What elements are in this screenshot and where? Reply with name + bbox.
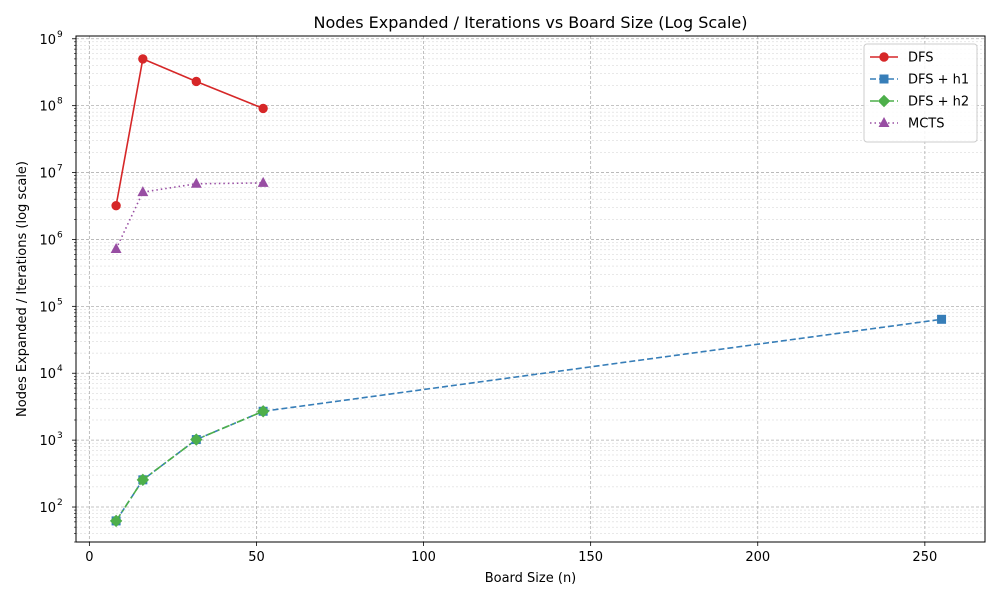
y-tick-exponent: 4: [57, 364, 63, 374]
y-tick-exponent: 2: [57, 498, 63, 508]
series-line-dfs-h2: [115, 410, 264, 522]
data-point-dfs-h1: [937, 314, 947, 324]
legend-entry-dfs: DFS: [870, 51, 934, 66]
legend-entry-dfs-h2: DFS + h2: [870, 95, 969, 110]
legend-swatch-marker: [878, 116, 890, 127]
y-tick-label: 10: [39, 434, 56, 449]
plot-frame: [75, 35, 986, 543]
y-tick-label: 10: [39, 501, 56, 516]
data-point-mcts: [257, 176, 269, 187]
data-point-dfs: [111, 200, 121, 211]
y-tick-exponent: 5: [57, 297, 63, 307]
series-layer: [109, 54, 947, 528]
x-tick-label: 250: [912, 550, 937, 565]
y-tick-label: 10: [39, 300, 56, 315]
legend-label: DFS + h1: [908, 73, 969, 88]
legend-box: [863, 43, 978, 143]
y-tick-label: 10: [39, 367, 56, 382]
data-point-mcts: [110, 242, 122, 253]
series-dfs: [111, 54, 268, 211]
data-point-dfs-h2: [190, 433, 203, 446]
x-tick-label: 200: [745, 550, 770, 565]
y-axis-label: Nodes Expanded / Iterations (log scale): [15, 161, 30, 417]
chart-title: Nodes Expanded / Iterations vs Board Siz…: [314, 13, 748, 32]
legend-entry-dfs-h1: DFS + h1: [870, 73, 969, 88]
data-point-dfs: [258, 103, 268, 114]
data-point-mcts: [137, 186, 149, 197]
y-tick-label: 10: [39, 233, 56, 248]
legend: DFS DFS + h1 DFS + h2 MCTS: [863, 43, 978, 143]
data-point-dfs: [191, 76, 202, 87]
x-tick-label: 150: [578, 550, 603, 565]
x-axis-label: Board Size (n): [485, 571, 577, 586]
y-tick-exponent: 6: [57, 230, 63, 240]
legend-entry-mcts: MCTS: [870, 117, 945, 132]
data-point-dfs-h2: [256, 405, 270, 418]
legend-label: MCTS: [908, 117, 945, 132]
y-tick-label: 10: [39, 33, 56, 48]
legend-swatch-marker: [877, 94, 891, 108]
x-tick-label: 50: [248, 550, 265, 565]
data-point-dfs-h2: [109, 514, 123, 528]
y-tick-exponent: 3: [57, 431, 63, 441]
y-tick-exponent: 8: [57, 97, 63, 107]
data-point-mcts: [190, 177, 202, 188]
data-point-dfs: [138, 54, 148, 64]
grid: [76, 36, 985, 543]
y-tick-exponent: 9: [57, 30, 63, 40]
y-tick-label: 10: [39, 100, 56, 115]
legend-swatch-marker: [879, 52, 889, 62]
series-mcts: [110, 176, 269, 253]
y-tick-exponent: 7: [57, 164, 63, 174]
series-dfs-h2: [109, 405, 270, 528]
y-tick-label: 10: [39, 167, 56, 182]
series-line-dfs: [115, 57, 264, 206]
legend-label: DFS + h2: [908, 95, 969, 110]
legend-swatch-marker: [879, 74, 889, 84]
ticks: 10 210 310 410 510 610 710 810 90 50 100 150 200 250: [39, 30, 937, 565]
data-point-dfs-h2: [136, 473, 150, 487]
legend-label: DFS: [908, 51, 934, 66]
x-tick-label: 0: [85, 550, 93, 565]
x-tick-label: 100: [411, 550, 436, 565]
